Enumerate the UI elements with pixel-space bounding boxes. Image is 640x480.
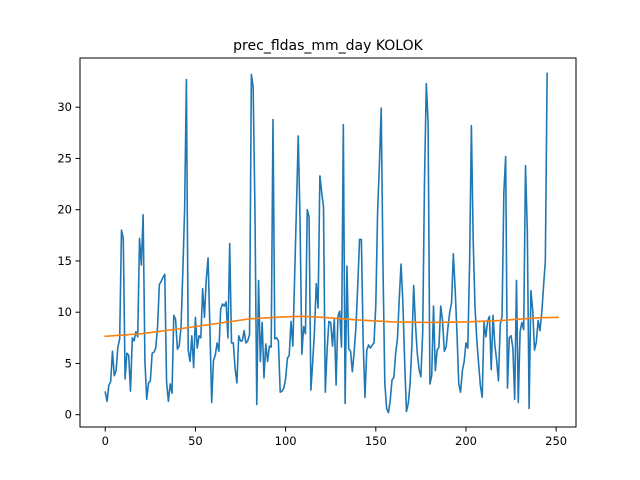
chart-title: prec_fldas_mm_day KOLOK (233, 38, 423, 54)
y-tick-label: 25 (57, 151, 72, 165)
axes: 0 50 100 150 200 250 0 5 10 15 20 25 30 (57, 100, 567, 448)
plot-area (104, 72, 559, 414)
y-tick-label: 10 (57, 305, 72, 319)
series-line-trend (104, 315, 559, 338)
series-line-prec (104, 72, 548, 414)
y-tick-label: 15 (57, 254, 72, 268)
y-tick-label: 5 (65, 356, 72, 370)
x-tick-label: 100 (275, 434, 297, 448)
axes-frame (79, 57, 577, 428)
y-tick-label: 30 (57, 100, 72, 114)
y-tick-label: 20 (57, 203, 72, 217)
x-tick-label: 0 (102, 434, 109, 448)
x-tick-label: 150 (365, 434, 387, 448)
y-tick-label: 0 (65, 408, 72, 422)
x-tick-label: 50 (188, 434, 203, 448)
x-tick-label: 250 (545, 434, 567, 448)
x-tick-label: 200 (455, 434, 477, 448)
